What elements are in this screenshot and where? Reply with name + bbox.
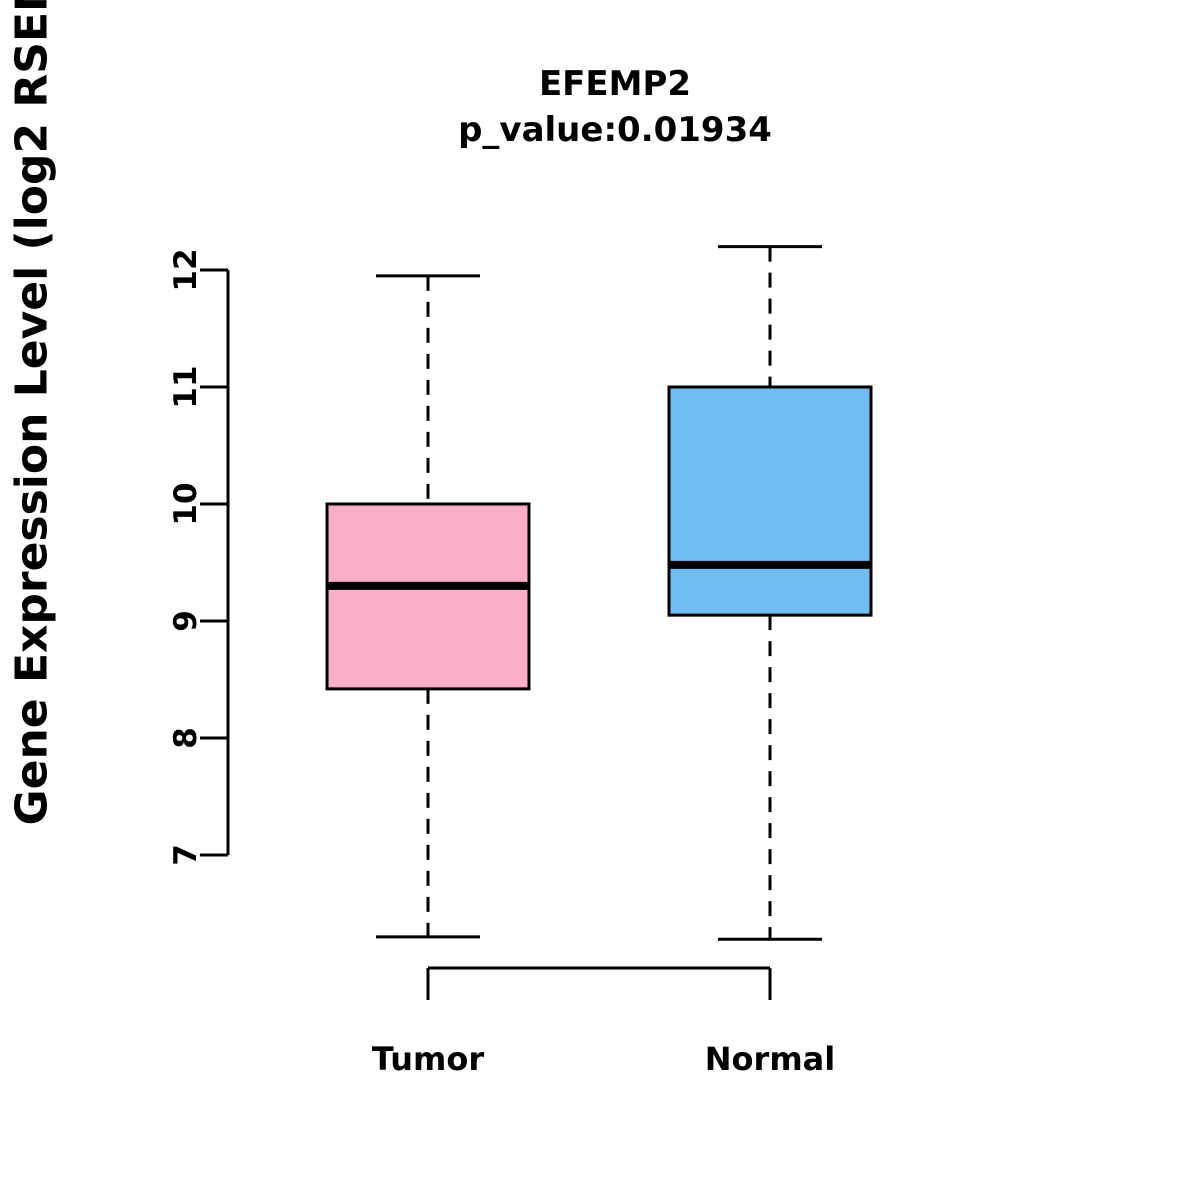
x-category-label-tumor: Tumor (371, 1040, 485, 1078)
y-tick-label: 12 (168, 248, 204, 291)
box-normal (667, 385, 873, 617)
chart-title: EFEMP2 (538, 64, 692, 104)
y-tick-label: 9 (168, 610, 204, 632)
chart-subtitle: p_value:0.01934 (458, 109, 772, 150)
box-tumor (325, 502, 531, 691)
y-tick-label: 11 (168, 365, 204, 408)
title-block: EFEMP2 p_value:0.01934 (0, 62, 1200, 154)
y-tick-label: 7 (168, 844, 204, 866)
x-category-label-normal: Normal (704, 1040, 836, 1078)
y-tick-label: 10 (168, 482, 204, 525)
y-tick-label: 8 (168, 727, 204, 749)
